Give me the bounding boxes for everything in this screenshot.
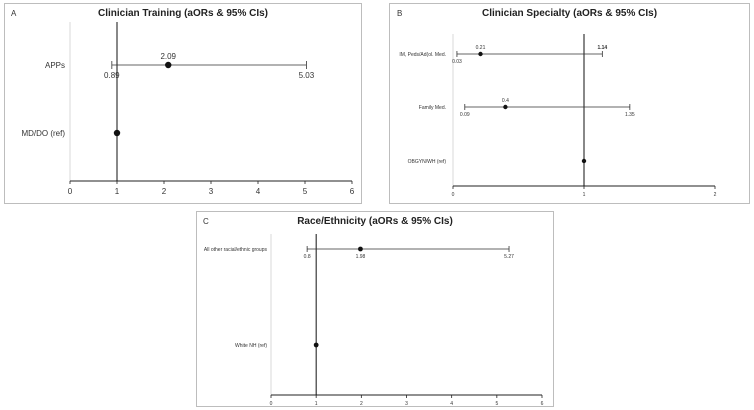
- panel-letter: A: [11, 9, 17, 18]
- x-tick-label: 1: [583, 192, 586, 198]
- category-label: Family Med.: [419, 105, 446, 111]
- panel-letter: C: [203, 217, 209, 226]
- x-tick-label: 6: [350, 187, 355, 196]
- x-tick-label: 1: [315, 401, 318, 407]
- aor-label: 0.21: [476, 45, 486, 51]
- aor-label: 2.09: [160, 52, 176, 61]
- x-tick-label: 0: [452, 192, 455, 198]
- category-label: White NH (ref): [235, 343, 267, 349]
- aor-point: [478, 51, 483, 57]
- panel-a: A Clinician Training (aORs & 95% CIs) 0 1…: [4, 3, 362, 204]
- x-tick-label: 2: [714, 192, 717, 198]
- x-tick-label: 0: [270, 401, 273, 407]
- x-tick-label: 0: [68, 187, 73, 196]
- aor-point: [358, 246, 363, 252]
- panel-b: B Clinician Specialty (aORs & 95% CIs) 0…: [389, 3, 750, 204]
- x-tick-label: 3: [405, 401, 408, 407]
- chart-b-plot: 0 1 2 IM, Peds/Ad(ol. Med. 0.03 1.14 0.21 Famil…: [399, 34, 717, 198]
- ci-high-label: 5.03: [299, 71, 315, 80]
- x-tick-label: 5: [303, 187, 308, 196]
- category-label: APPs: [45, 61, 65, 70]
- aor-point: [113, 129, 121, 137]
- panel-letter: B: [397, 9, 403, 18]
- aor-point: [313, 342, 319, 348]
- chart-title: Clinician Specialty (aORs & 95% CIs): [481, 8, 658, 19]
- ci-high-label: 1.35: [625, 112, 635, 118]
- x-tick-label: 5: [495, 401, 498, 407]
- x-tick-label: 6: [541, 401, 544, 407]
- chart-c-plot: 0 1 2 3 4 5 6 All other racial/ethnic groups 0.8…: [204, 234, 544, 407]
- ci-low-label: 0.89: [104, 71, 120, 80]
- x-tick-label: 3: [209, 187, 214, 196]
- ci-low-label: 0.03: [452, 59, 462, 65]
- chart-a-plot: 0 1 2 3 4 5 6 APPs 0.89 5.03 2.09 MD/DO (ref): [21, 22, 355, 196]
- x-tick-label: 2: [360, 401, 363, 407]
- aor-label: 0.4: [502, 98, 509, 104]
- category-label: MD/DO (ref): [21, 129, 65, 138]
- category-label: IM, Peds/Ad(ol. Med.: [399, 52, 446, 58]
- aor-label: 1.98: [356, 254, 366, 260]
- ci-low-label: 0.09: [460, 112, 470, 118]
- aor-point: [503, 104, 508, 110]
- ci-low-label: 0.8: [304, 254, 311, 260]
- aor-point: [581, 158, 587, 164]
- chart-title: Race/Ethnicity (aORs & 95% CIs): [297, 216, 453, 227]
- category-label: OBGYN/WH (ref): [408, 159, 447, 165]
- x-tick-label: 1: [115, 187, 120, 196]
- ci-high-label: 5.27: [504, 254, 514, 260]
- category-label: All other racial/ethnic groups: [204, 247, 268, 253]
- x-tick-label: 4: [450, 401, 453, 407]
- ci-high-label: 1.14: [597, 45, 607, 51]
- x-tick-label: 4: [256, 187, 261, 196]
- chart-title: Clinician Training (aORs & 95% CIs): [97, 8, 269, 19]
- aor-point: [165, 61, 172, 69]
- panel-c: C Race/Ethnicity (aORs & 95% CIs) 0 1 2 3 4 5…: [196, 211, 554, 407]
- x-tick-label: 2: [162, 187, 167, 196]
